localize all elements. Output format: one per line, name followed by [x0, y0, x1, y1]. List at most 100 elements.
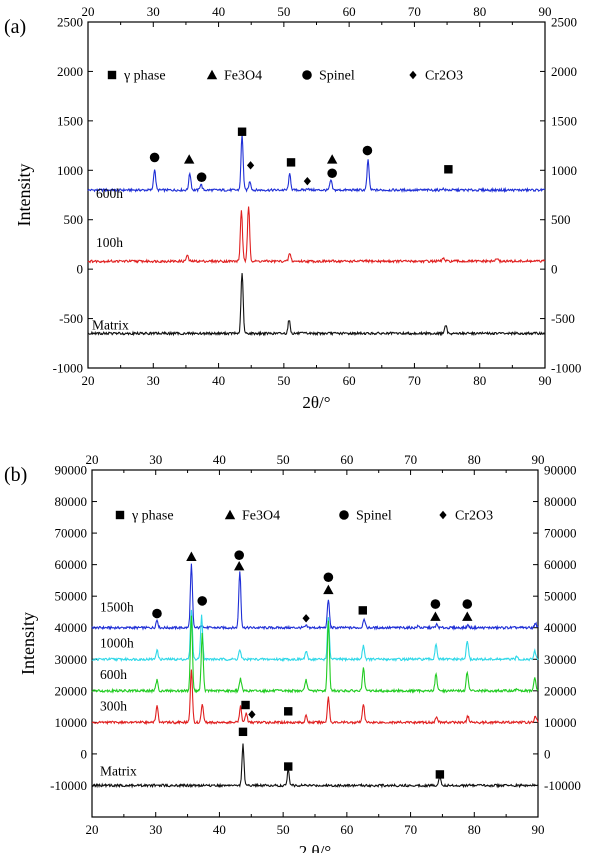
peak-circle-marker	[327, 168, 337, 179]
x-tick-label-top: 90	[539, 4, 552, 19]
y-tick-label-right: 20000	[544, 683, 577, 698]
series-line-1000h	[91, 609, 539, 663]
x-tick-label: 80	[473, 373, 486, 388]
y-tick-label: 90000	[55, 463, 88, 478]
y-tick-label-right: 80000	[544, 494, 577, 509]
x-tick-label-top: 20	[82, 4, 95, 19]
x-tick-label: 90	[539, 373, 552, 388]
peak-triangle-marker	[233, 561, 245, 571]
peak-circle-marker	[152, 608, 162, 619]
y-tick-label-right: 10000	[544, 715, 577, 730]
peak-triangle-marker	[183, 154, 195, 164]
peak-triangle-marker	[430, 611, 441, 621]
x-tick-label-top: 80	[473, 4, 486, 19]
series-label: 1000h	[100, 635, 134, 650]
x-tick-label-top: 60	[343, 4, 356, 19]
x-axis-title: 2 θ/°	[299, 842, 331, 853]
x-tick-label-top: 70	[408, 4, 421, 19]
x-tick-label-top: 40	[212, 4, 225, 19]
peak-triangle-marker	[462, 611, 473, 621]
x-tick-label: 20	[82, 373, 95, 388]
legend-label: Spinel	[319, 69, 355, 84]
y-tick-label: 0	[77, 262, 84, 277]
y-tick-label: 50000	[55, 589, 88, 604]
y-tick-label-right: 1000	[551, 163, 577, 178]
peak-diamond-marker	[303, 176, 311, 186]
y-tick-label-right: 60000	[544, 557, 577, 572]
x-tick-label: 90	[532, 822, 545, 837]
legend-square-icon	[115, 510, 125, 520]
series-line-600h	[91, 615, 539, 695]
x-tick-label: 60	[343, 373, 356, 388]
y-tick-label: 500	[64, 212, 84, 227]
peak-square-marker	[241, 700, 250, 710]
series-label: Matrix	[100, 763, 137, 778]
peak-diamond-marker	[246, 161, 255, 170]
peak-circle-marker	[197, 596, 208, 606]
x-tick-label: 30	[147, 373, 160, 388]
y-tick-label: -10000	[50, 778, 87, 793]
y-tick-label: 2500	[57, 15, 83, 30]
peak-square-marker	[284, 707, 293, 716]
legend-label: Fe3O4	[224, 69, 262, 84]
peak-circle-marker	[323, 572, 334, 583]
y-tick-label-right: 50000	[544, 589, 577, 604]
series-label: Matrix	[92, 317, 129, 332]
y-tick-label-right: 500	[551, 212, 571, 227]
y-tick-label: 60000	[55, 557, 88, 572]
peak-square-marker	[286, 158, 296, 167]
y-tick-label: 40000	[55, 620, 88, 635]
legend-square-icon	[107, 70, 117, 80]
peak-circle-marker	[196, 172, 207, 183]
x-tick-label-top: 90	[532, 452, 545, 467]
legend-label: Fe3O4	[242, 509, 280, 524]
x-tick-label: 70	[404, 822, 417, 837]
x-tick-label-top: 30	[149, 452, 162, 467]
y-tick-label-right: 1500	[551, 113, 577, 128]
legend-diamond-icon	[439, 510, 447, 520]
series-line-matrix	[87, 273, 546, 337]
panel-label: (b)	[4, 464, 27, 486]
y-tick-label: 20000	[55, 683, 88, 698]
peak-circle-marker	[234, 550, 244, 560]
y-tick-label: 2000	[57, 64, 83, 79]
y-tick-label-right: 2000	[551, 64, 577, 79]
legend-label: Cr2O3	[455, 509, 493, 524]
peak-diamond-marker	[302, 614, 310, 623]
x-tick-label-top: 70	[404, 452, 417, 467]
x-tick-label: 60	[340, 822, 353, 837]
x-tick-label-top: 50	[277, 4, 290, 19]
legend-triangle-icon	[206, 69, 218, 80]
x-tick-label: 20	[86, 822, 99, 837]
x-tick-label: 30	[149, 822, 162, 837]
peak-square-marker	[237, 127, 247, 136]
legend-circle-icon	[339, 510, 349, 520]
legend-diamond-icon	[409, 70, 417, 80]
peak-circle-marker	[430, 599, 441, 609]
legend-label: γ phase	[123, 69, 166, 84]
legend-label: Spinel	[356, 509, 392, 524]
y-tick-label-right: 40000	[544, 620, 577, 635]
y-tick-label-right: -500	[551, 311, 575, 326]
x-tick-label-top: 40	[213, 452, 226, 467]
legend-label: γ phase	[131, 509, 174, 524]
y-tick-label-right: 30000	[544, 652, 577, 667]
y-tick-label-right: 0	[551, 262, 558, 277]
series-line-100h	[87, 206, 546, 265]
peak-square-marker	[358, 606, 367, 615]
peak-circle-marker	[149, 152, 160, 163]
x-tick-label-top: 80	[468, 452, 481, 467]
y-tick-label-right: -10000	[544, 778, 581, 793]
y-axis-title: Intensity	[14, 164, 34, 227]
y-tick-label-right: 90000	[544, 463, 577, 478]
legend-triangle-icon	[224, 509, 236, 520]
y-tick-label: 1000	[57, 163, 83, 178]
legend-label: Cr2O3	[425, 69, 463, 84]
x-tick-label: 50	[277, 373, 290, 388]
x-tick-label: 50	[277, 822, 290, 837]
y-tick-label: 80000	[55, 494, 88, 509]
series-line-300h	[91, 669, 539, 726]
x-tick-label-top: 20	[86, 452, 99, 467]
